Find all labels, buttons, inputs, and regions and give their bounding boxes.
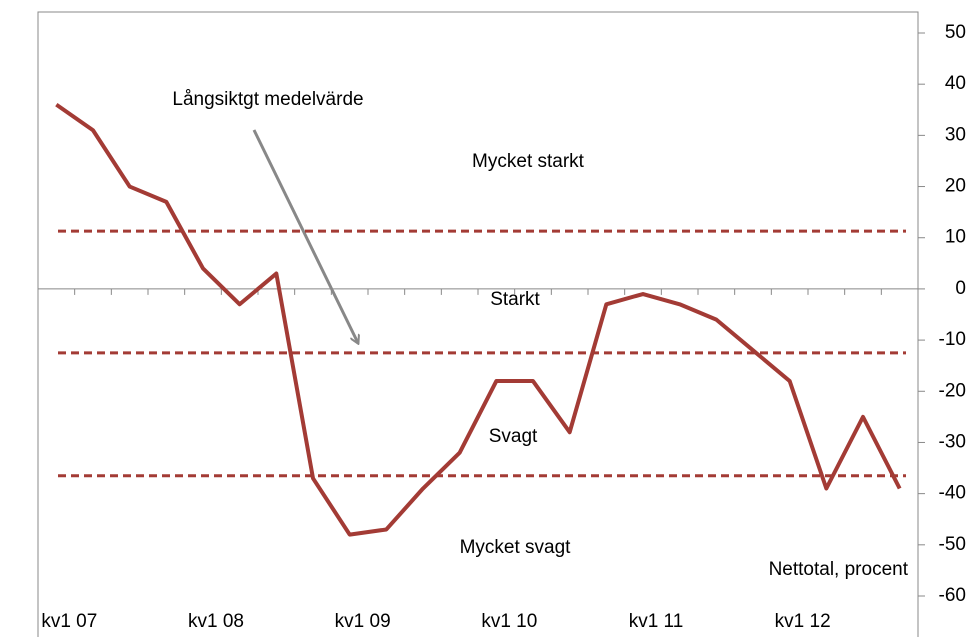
y-tick-label: -50 [939,534,966,555]
annotation: Långsiktgt medelvärde [172,89,363,110]
y-tick-label: 40 [945,73,966,94]
annotation: Mycket svagt [460,537,572,558]
annotation: Starkt [490,289,540,310]
series-line [55,103,902,537]
annotation: Svagt [489,426,538,447]
y-tick-label: 20 [945,176,966,197]
y-tick-label: 50 [945,22,966,43]
annotation: Mycket starkt [472,151,585,172]
y-tick-label: -40 [939,483,966,504]
x-tick-label: kv1 11 [629,611,684,632]
y-tick-label: -60 [939,585,966,606]
axis-label: Nettotal, procent [769,559,909,580]
x-tick-label: kv1 07 [41,611,97,632]
x-tick-label: kv1 12 [775,611,831,632]
x-tick-label: kv1 09 [335,611,391,632]
y-tick-label: 0 [955,278,966,299]
y-tick-label: -10 [939,329,966,350]
x-tick-label: kv1 10 [481,611,537,632]
y-tick-label: 30 [945,124,966,145]
y-tick-label: -20 [939,380,966,401]
y-tick-label: 10 [945,227,966,248]
annotation-arrow [252,129,358,343]
y-tick-label: -30 [939,431,966,452]
x-tick-label: kv1 08 [188,611,244,632]
